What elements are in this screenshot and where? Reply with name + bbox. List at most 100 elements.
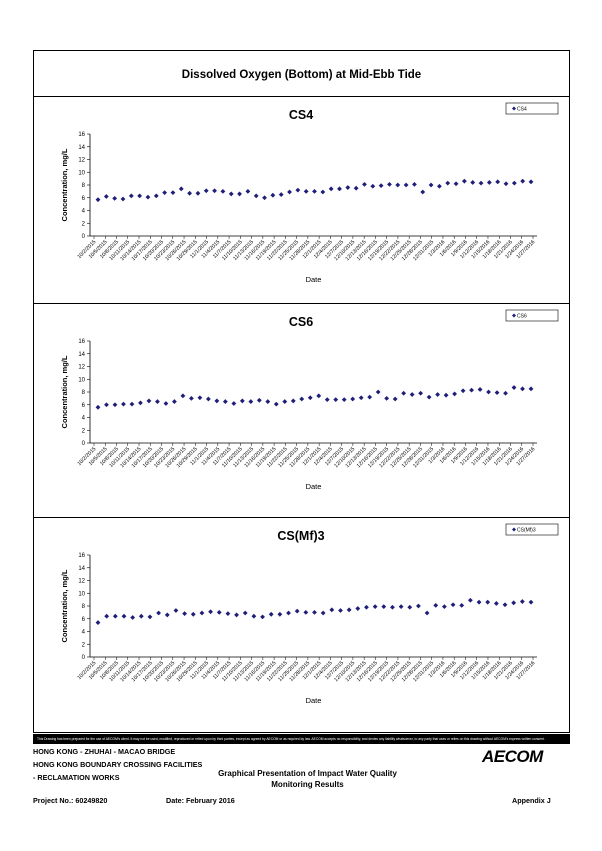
legend-box xyxy=(505,523,559,536)
legend-marker xyxy=(512,106,516,111)
data-point xyxy=(469,387,474,393)
data-point xyxy=(299,396,305,402)
data-point xyxy=(420,189,426,195)
data-point xyxy=(295,187,301,193)
data-point xyxy=(416,603,421,609)
data-point xyxy=(251,613,257,619)
data-point xyxy=(270,192,276,198)
data-point xyxy=(486,389,491,395)
data-point xyxy=(442,604,447,610)
data-point xyxy=(520,178,526,184)
data-point xyxy=(418,390,424,396)
y-tick-label: 2 xyxy=(82,642,86,648)
legend-label: CS6 xyxy=(517,314,527,320)
data-point xyxy=(147,614,153,620)
data-point xyxy=(112,402,118,408)
data-point xyxy=(476,599,482,605)
data-point xyxy=(287,189,292,195)
data-point xyxy=(495,179,501,185)
data-point xyxy=(294,608,300,614)
data-point xyxy=(403,182,409,188)
data-point xyxy=(153,193,159,199)
data-point xyxy=(364,604,369,610)
project-name-line1: HONG KONG - ZHUHAI - MACAO BRIDGE xyxy=(33,747,176,756)
data-point xyxy=(138,400,143,406)
data-point xyxy=(286,610,291,616)
data-point xyxy=(282,399,288,404)
data-point xyxy=(528,599,534,605)
data-point xyxy=(231,401,237,406)
data-point xyxy=(341,397,347,403)
data-point xyxy=(426,394,432,400)
chart-title: CS6 xyxy=(289,315,313,329)
data-point xyxy=(146,398,152,404)
data-point xyxy=(104,613,110,619)
y-axis-label: Concentration, mg/L xyxy=(60,148,69,221)
data-point xyxy=(503,181,509,187)
data-point xyxy=(381,604,387,610)
data-point xyxy=(333,397,339,403)
data-point xyxy=(358,395,364,401)
y-tick-label: 4 xyxy=(82,209,86,215)
data-point xyxy=(390,604,395,610)
y-tick-label: 8 xyxy=(82,183,86,189)
data-point xyxy=(502,602,508,608)
data-point xyxy=(216,609,222,615)
data-point xyxy=(268,611,274,617)
legend-box xyxy=(505,309,559,322)
y-tick-label: 10 xyxy=(78,377,85,383)
data-point xyxy=(265,399,271,404)
data-point xyxy=(95,404,101,410)
data-point xyxy=(256,397,262,403)
data-point xyxy=(355,606,361,611)
data-point xyxy=(494,390,500,396)
legend-label: CS4 xyxy=(517,107,527,113)
y-tick-label: 14 xyxy=(78,352,85,358)
y-tick-label: 10 xyxy=(78,170,85,176)
data-point xyxy=(228,191,234,197)
data-point xyxy=(205,396,211,402)
data-point xyxy=(519,599,525,604)
data-point xyxy=(222,399,228,404)
data-point xyxy=(445,180,451,186)
data-point xyxy=(137,193,143,199)
data-point xyxy=(493,601,499,606)
y-tick-label: 14 xyxy=(78,145,85,151)
appendix-label: Appendix J xyxy=(512,796,551,805)
data-point xyxy=(225,611,231,617)
data-point xyxy=(320,189,326,195)
y-tick-label: 4 xyxy=(82,630,86,636)
data-point xyxy=(478,180,484,186)
y-tick-label: 14 xyxy=(78,566,85,572)
data-point xyxy=(190,611,196,617)
data-point xyxy=(188,395,194,401)
legend-marker xyxy=(512,313,516,318)
y-tick-label: 6 xyxy=(82,617,86,623)
data-point xyxy=(362,181,367,187)
y-tick-label: 16 xyxy=(78,132,85,138)
data-point xyxy=(220,188,226,194)
data-point xyxy=(353,185,359,191)
data-point xyxy=(346,607,352,613)
data-point xyxy=(212,188,217,194)
data-point xyxy=(95,197,101,203)
y-tick-label: 10 xyxy=(78,591,85,597)
data-point xyxy=(239,398,245,404)
data-point xyxy=(392,396,398,402)
data-point xyxy=(129,401,135,407)
data-point xyxy=(273,401,279,407)
data-point xyxy=(278,192,284,197)
chart-panel-cs6: CS6 CS6 0 2 4 6 8 10 12 14 16 Concentration, mg/L 10… xyxy=(34,303,569,518)
data-point xyxy=(350,396,356,402)
data-point xyxy=(248,399,254,404)
data-point xyxy=(316,393,322,399)
data-point xyxy=(485,599,491,605)
legend-label: CS(Mf)3 xyxy=(517,528,536,534)
drawing-frame: Dissolved Oxygen (Bottom) at Mid-Ebb Tid… xyxy=(33,50,570,733)
y-axis-label: Concentration, mg/L xyxy=(60,355,69,428)
data-point xyxy=(384,395,390,401)
data-point xyxy=(372,604,378,610)
data-point xyxy=(528,386,534,392)
y-tick-label: 6 xyxy=(82,196,86,202)
data-point xyxy=(312,188,317,194)
